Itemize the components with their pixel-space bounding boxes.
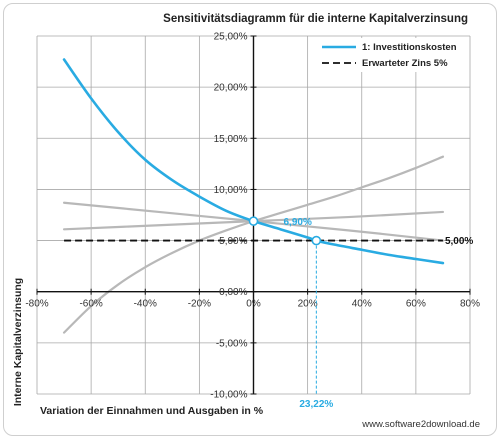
tick-labels: -80% -60% -40% -20% 0% 20% 40% 60% 80% -10,00% -5,… bbox=[25, 32, 480, 401]
base-point-label: 6,90% bbox=[284, 217, 312, 228]
y-tick-label: -5,00% bbox=[216, 338, 248, 349]
x-tick-label: -40% bbox=[134, 299, 157, 310]
break-even-label: 23,22% bbox=[299, 399, 333, 410]
y-tick-label: 25,00% bbox=[214, 32, 248, 43]
x-axis-title: Variation der Einnahmen und Ausgaben in … bbox=[40, 405, 264, 417]
reference-value-label: 5,00% bbox=[445, 236, 473, 247]
y-tick-label: 20,00% bbox=[214, 83, 248, 94]
y-tick-label: -10,00% bbox=[210, 390, 247, 401]
legend-label-erwarteter-zins: Erwarteter Zins 5% bbox=[362, 58, 448, 69]
y-tick-label: 15,00% bbox=[214, 134, 248, 145]
annotations: 6,90% 23,22% 5,00% bbox=[248, 216, 473, 410]
y-tick-label: 10,00% bbox=[214, 185, 248, 196]
x-tick-label: 60% bbox=[406, 299, 426, 310]
break-even-marker bbox=[311, 235, 322, 246]
y-axis-title: Interne Kapitalverzinsung bbox=[12, 278, 24, 406]
x-tick-label: 80% bbox=[460, 299, 480, 310]
legend: 1: Investitionskosten Erwarteter Zins 5% bbox=[316, 38, 457, 72]
chart-title: Sensitivitätsdiagramm für die interne Ka… bbox=[163, 13, 468, 25]
x-tick-label: 40% bbox=[352, 299, 372, 310]
x-tick-label: -20% bbox=[188, 299, 211, 310]
base-point-marker bbox=[248, 216, 259, 226]
y-tick-label: 5,00% bbox=[219, 236, 247, 247]
axes bbox=[36, 35, 471, 395]
x-tick-label: -80% bbox=[25, 299, 48, 310]
series-line-0 bbox=[62, 58, 445, 265]
x-tick-label: -60% bbox=[79, 299, 102, 310]
legend-box bbox=[316, 38, 456, 72]
legend-label-investitionskosten: 1: Investitionskosten bbox=[362, 42, 457, 53]
x-tick-label: 20% bbox=[298, 299, 318, 310]
y-tick-label: 0,00% bbox=[219, 287, 247, 298]
footer-url: www.software2download.de bbox=[361, 419, 480, 430]
x-tick-label: 0% bbox=[246, 299, 261, 310]
